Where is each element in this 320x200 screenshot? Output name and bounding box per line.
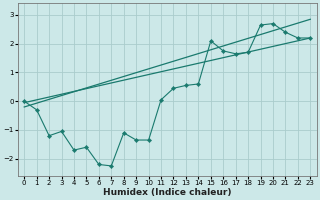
X-axis label: Humidex (Indice chaleur): Humidex (Indice chaleur) [103,188,232,197]
